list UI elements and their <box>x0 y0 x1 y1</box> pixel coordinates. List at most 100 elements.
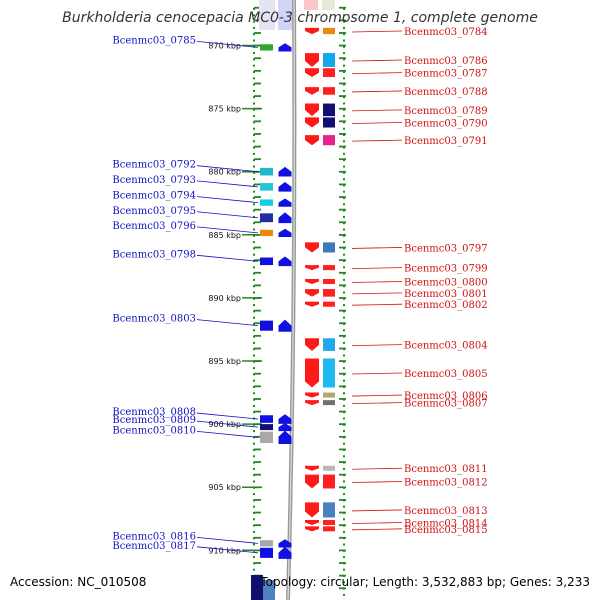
gene-arrow[interactable] <box>278 166 292 177</box>
gene-feature-box[interactable] <box>260 424 273 431</box>
gene-feature-box[interactable] <box>323 103 335 117</box>
gene-label-right[interactable]: Bcenmc03_0801 <box>404 289 488 300</box>
gene-arrow[interactable] <box>278 430 292 445</box>
gene-label-left[interactable]: Bcenmc03_0809 <box>112 415 196 426</box>
gene-label-right[interactable]: Bcenmc03_0806 <box>404 391 488 402</box>
gene-feature-box[interactable] <box>323 68 335 78</box>
gene-feature-box[interactable] <box>323 87 335 95</box>
gene-label-right[interactable]: Bcenmc03_0790 <box>404 118 488 129</box>
gene-label-right[interactable]: Bcenmc03_0812 <box>404 478 488 489</box>
gene-arrow[interactable] <box>278 212 292 224</box>
gene-label-left[interactable]: Bcenmc03_0810 <box>112 425 196 436</box>
gene-label-right[interactable]: Bcenmc03_0786 <box>404 56 488 67</box>
gene-label-right[interactable]: Bcenmc03_0784 <box>404 27 488 38</box>
gene-feature-box[interactable] <box>323 465 335 471</box>
gene-arrow[interactable] <box>278 182 292 192</box>
gene-arrow[interactable] <box>278 228 292 238</box>
gene-arrow[interactable] <box>305 465 319 471</box>
gene-arrow[interactable] <box>278 414 292 424</box>
gene-feature-box[interactable] <box>323 474 335 489</box>
gene-label-left[interactable]: Bcenmc03_0808 <box>112 407 196 418</box>
gene-arrow[interactable] <box>278 43 292 52</box>
gene-label-left[interactable]: Bcenmc03_0798 <box>112 249 196 260</box>
gene-label-right[interactable]: Bcenmc03_0805 <box>404 369 488 380</box>
gene-arrow[interactable] <box>278 423 292 432</box>
gene-feature-box[interactable] <box>323 135 335 146</box>
gene-label-right[interactable]: Bcenmc03_0813 <box>404 506 488 517</box>
gene-label-left[interactable]: Bcenmc03_0785 <box>112 35 196 46</box>
gene-arrow[interactable] <box>305 474 319 489</box>
gene-label-right[interactable]: Bcenmc03_0807 <box>404 399 488 410</box>
gene-feature-box[interactable] <box>323 526 335 532</box>
gene-label-right[interactable]: Bcenmc03_0815 <box>404 525 488 536</box>
gene-feature-box[interactable] <box>260 540 273 547</box>
gene-feature-box[interactable] <box>260 431 273 444</box>
gene-feature-box[interactable] <box>323 400 335 406</box>
gene-label-right[interactable]: Bcenmc03_0797 <box>404 243 488 254</box>
gene-label-right[interactable]: Bcenmc03_0814 <box>404 519 488 530</box>
gene-label-right[interactable]: Bcenmc03_0787 <box>404 69 488 80</box>
gene-feature-box[interactable] <box>323 520 335 526</box>
gene-feature-box[interactable] <box>323 265 335 271</box>
gene-arrow[interactable] <box>278 198 292 207</box>
gene-label-left[interactable]: Bcenmc03_0817 <box>112 541 196 552</box>
gene-arrow[interactable] <box>305 520 319 526</box>
gene-feature-box[interactable] <box>260 183 273 191</box>
gene-feature-box[interactable] <box>323 338 335 351</box>
gene-label-left[interactable]: Bcenmc03_0796 <box>112 221 196 232</box>
gene-arrow[interactable] <box>278 546 292 559</box>
gene-feature-box[interactable] <box>260 415 273 423</box>
gene-feature-box[interactable] <box>260 44 273 51</box>
gene-feature-box[interactable] <box>323 278 335 285</box>
gene-feature-box[interactable] <box>323 392 335 398</box>
gene-arrow[interactable] <box>305 68 319 78</box>
gene-arrow[interactable] <box>305 242 319 253</box>
gene-arrow[interactable] <box>305 338 319 351</box>
gene-feature-box[interactable] <box>260 320 273 331</box>
gene-feature-box[interactable] <box>323 27 335 35</box>
gene-arrow[interactable] <box>305 135 319 146</box>
gene-label-left[interactable]: Bcenmc03_0795 <box>112 206 196 217</box>
gene-arrow[interactable] <box>305 400 319 406</box>
gene-label-right[interactable]: Bcenmc03_0789 <box>404 106 488 117</box>
gene-arrow[interactable] <box>305 103 319 117</box>
gene-feature-box[interactable] <box>323 301 335 307</box>
gene-label-left[interactable]: Bcenmc03_0816 <box>112 531 196 542</box>
gene-feature-box[interactable] <box>260 199 273 206</box>
gene-feature-box[interactable] <box>323 502 335 518</box>
gene-label-right[interactable]: Bcenmc03_0804 <box>404 341 488 352</box>
gene-arrow[interactable] <box>278 539 292 548</box>
gene-arrow[interactable] <box>305 392 319 398</box>
gene-arrow[interactable] <box>278 319 292 332</box>
gene-arrow[interactable] <box>305 87 319 95</box>
gene-feature-box[interactable] <box>323 117 335 128</box>
gene-arrow[interactable] <box>305 27 319 35</box>
gene-arrow[interactable] <box>278 256 292 267</box>
gene-feature-box[interactable] <box>260 257 273 266</box>
gene-feature-box[interactable] <box>323 53 335 67</box>
gene-label-right[interactable]: Bcenmc03_0799 <box>404 264 488 275</box>
gene-arrow[interactable] <box>305 278 319 285</box>
gene-feature-box[interactable] <box>260 167 273 176</box>
gene-label-left[interactable]: Bcenmc03_0792 <box>112 160 196 171</box>
gene-label-right[interactable]: Bcenmc03_0800 <box>404 277 488 288</box>
gene-arrow[interactable] <box>305 301 319 307</box>
gene-label-right[interactable]: Bcenmc03_0811 <box>404 464 488 475</box>
gene-feature-box[interactable] <box>260 547 273 558</box>
gene-arrow[interactable] <box>305 358 319 388</box>
gene-feature-box[interactable] <box>323 289 335 297</box>
gene-label-left[interactable]: Bcenmc03_0803 <box>112 314 196 325</box>
gene-arrow[interactable] <box>305 53 319 67</box>
gene-feature-box[interactable] <box>260 229 273 237</box>
gene-label-right[interactable]: Bcenmc03_0791 <box>404 136 488 147</box>
gene-feature-box[interactable] <box>260 213 273 223</box>
gene-arrow[interactable] <box>305 526 319 532</box>
gene-arrow[interactable] <box>305 289 319 297</box>
gene-arrow[interactable] <box>305 502 319 518</box>
gene-label-left[interactable]: Bcenmc03_0794 <box>112 191 196 202</box>
gene-feature-box[interactable] <box>323 242 335 253</box>
gene-feature-box[interactable] <box>323 358 335 388</box>
gene-arrow[interactable] <box>305 117 319 128</box>
gene-label-right[interactable]: Bcenmc03_0802 <box>404 300 488 311</box>
gene-arrow[interactable] <box>305 265 319 271</box>
